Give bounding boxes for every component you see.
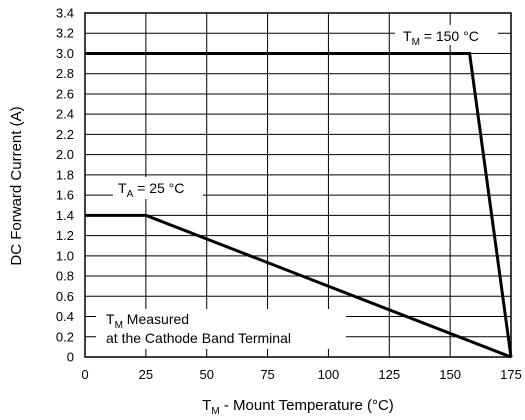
y-tick-label: 0.6 [56,289,74,304]
y-tick-label: 0.4 [56,309,74,324]
annotation-ta-25-text: TA = 25 °C [118,180,184,200]
y-tick-label: 3.4 [56,6,74,21]
annotation-tm-150-bg [395,25,498,45]
annotation-tm-measured-line2: at the Cathode Band Terminal [106,330,291,346]
y-tick-label: 3.0 [56,46,74,61]
tick-labels: 0 0.2 0.4 0.6 0.8 1.0 1.2 1.4 1.6 1.8 2.0 2.2 2.4 2.6… [56,6,522,383]
x-tick-label: 50 [199,367,213,382]
y-tick-label: 0 [67,350,74,365]
y-axis-title: DC Forward Current (A) [8,106,25,265]
annotation-tm-measured-line1: TM Measured [106,311,189,331]
x-tick-label: 25 [139,367,153,382]
annotation-ta-25-bg [113,177,203,199]
y-tick-label: 1.6 [56,188,74,203]
series-line-1 [85,213,512,359]
series-line-0 [85,52,513,358]
x-tick-label: 175 [500,367,522,382]
y-tick-label: 2.0 [56,147,74,162]
y-tick-label: 3.2 [56,26,74,41]
y-tick-label: 2.6 [56,86,74,101]
annotation-tm-150: TM = 150 °C [395,25,498,48]
y-tick-label: 2.2 [56,127,74,142]
annotation-tm-150-text: TM = 150 °C [403,28,479,48]
annotation-ta-25: TA = 25 °C [113,177,203,200]
x-tick-label: 75 [260,367,274,382]
x-tick-label: 0 [81,367,88,382]
y-tick-label: 1.4 [56,208,74,223]
annotation-tm-measured-bg [96,309,346,349]
plot-frame [84,12,512,358]
annotation-tm-measured: TM Measured at the Cathode Band Terminal [96,309,346,349]
x-tick-label: 150 [439,367,461,382]
y-tick-label: 0.8 [56,269,74,284]
series-lines [85,52,513,359]
x-axis-title: TM - Mount Temperature (°C) [202,397,394,417]
x-tick-label: 100 [318,367,340,382]
y-tick-label: 1.8 [56,167,74,182]
x-tick-label: 125 [378,367,400,382]
y-tick-label: 1.0 [56,248,74,263]
y-tick-label: 1.2 [56,228,74,243]
y-tick-label: 0.2 [56,329,74,344]
y-tick-label: 2.8 [56,66,74,81]
y-tick-label: 2.4 [56,107,74,122]
